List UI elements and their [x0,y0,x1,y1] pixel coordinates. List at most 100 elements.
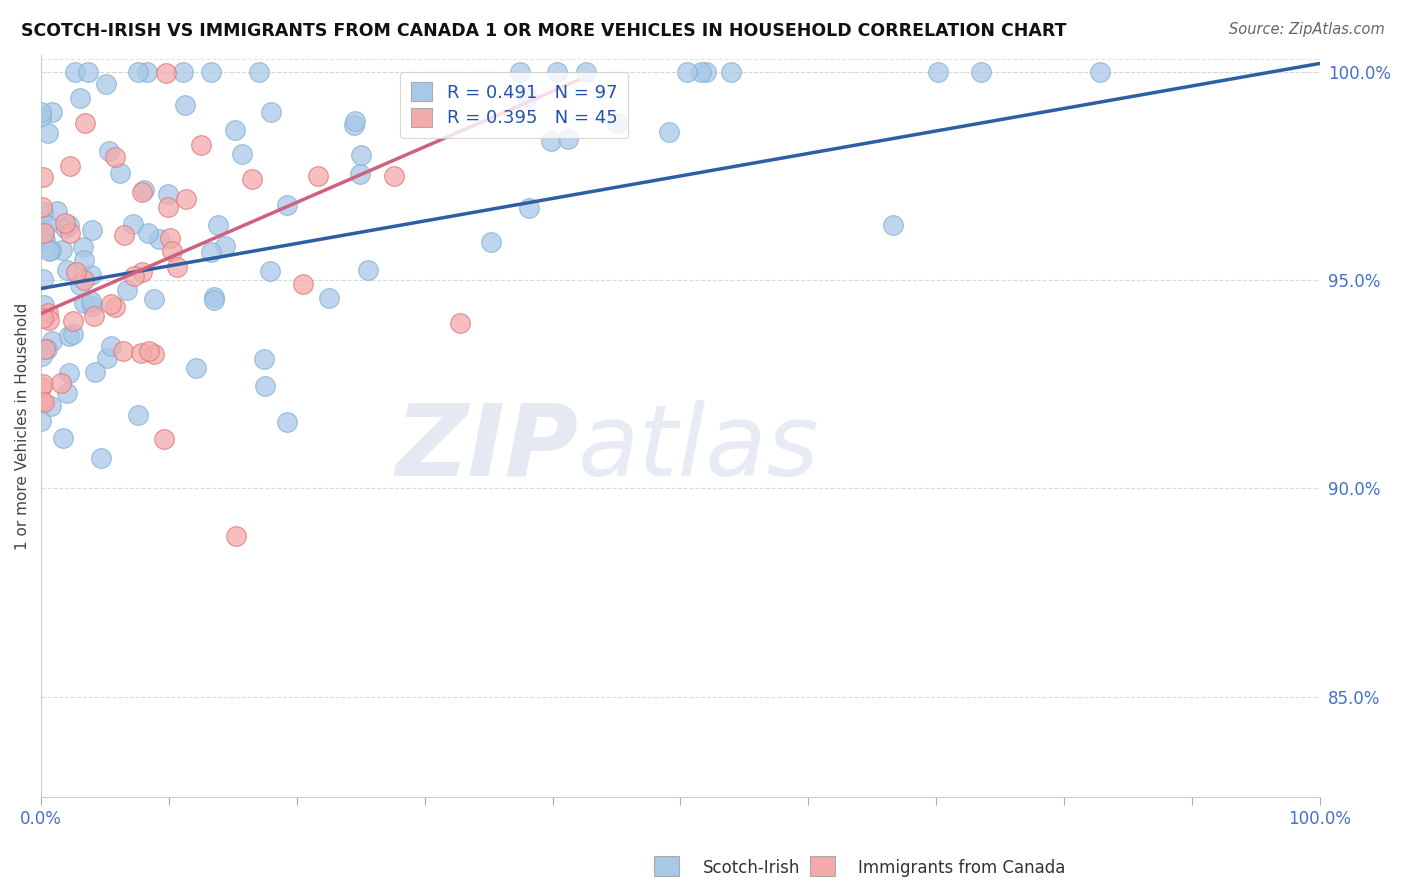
Point [31,349,53,363]
Point [134,183,156,197]
Point [63,64,86,78]
Point [224,123,246,137]
Point [152,432,174,446]
Point [73,273,96,287]
Point [927,64,949,78]
Point [73,295,96,310]
Point [53,220,76,235]
Point [72,240,94,254]
Point [343,113,366,128]
Point [174,192,197,206]
Point [131,185,153,199]
Point [30,393,52,408]
Point [202,293,225,307]
Point [122,218,145,232]
Text: ZIP: ZIP [395,400,578,497]
Point [148,232,170,246]
Point [38,313,60,327]
Point [260,104,283,119]
Point [34,233,56,247]
Point [127,64,149,78]
Point [62,327,84,342]
Text: Immigrants from Canada: Immigrants from Canada [858,859,1064,877]
Point [127,408,149,422]
Point [32,222,55,236]
Point [156,186,179,201]
Point [200,244,222,259]
Point [291,277,314,291]
Point [356,262,378,277]
Point [138,344,160,359]
Point [190,137,212,152]
Point [557,132,579,146]
Point [31,200,53,214]
Y-axis label: 1 or more Vehicles in Household: 1 or more Vehicles in Household [15,302,30,549]
Text: SCOTCH-IRISH VS IMMIGRANTS FROM CANADA 1 OR MORE VEHICLES IN HOUSEHOLD CORRELATI: SCOTCH-IRISH VS IMMIGRANTS FROM CANADA 1… [21,22,1067,40]
Point [58,366,80,380]
Point [100,339,122,353]
Point [80,223,103,237]
Point [31,376,53,391]
Point [39,244,62,258]
Point [83,365,105,379]
Point [349,167,371,181]
Point [162,244,184,259]
Point [214,239,236,253]
Point [59,226,82,240]
Point [51,243,73,257]
Point [90,450,112,465]
Point [350,148,373,162]
Point [136,64,159,78]
Point [56,385,79,400]
Point [882,218,904,232]
Text: atlas: atlas [578,400,820,497]
Point [35,218,58,232]
Point [382,169,405,183]
Point [247,64,270,78]
Point [516,90,538,104]
Point [166,260,188,275]
Point [30,111,52,125]
Point [695,64,717,78]
Point [112,227,135,242]
Point [38,244,60,259]
Text: Scotch-Irish: Scotch-Irish [703,859,800,877]
Point [58,219,80,233]
Point [100,296,122,310]
Point [32,298,55,312]
Point [37,306,59,320]
Point [65,265,87,279]
Point [39,399,62,413]
Point [157,200,180,214]
Point [56,262,79,277]
Point [73,253,96,268]
Point [720,64,742,78]
Point [509,64,531,78]
Point [31,205,53,219]
Point [240,172,263,186]
Point [32,310,55,325]
Point [517,201,540,215]
Point [142,346,165,360]
Point [77,64,100,78]
Point [202,290,225,304]
Point [108,166,131,180]
Point [52,432,75,446]
Point [97,145,120,159]
Point [231,147,253,161]
Point [96,351,118,365]
Point [80,293,103,308]
Point [172,64,194,78]
Point [970,64,993,78]
Point [53,216,76,230]
Point [142,292,165,306]
Point [83,310,105,324]
Point [253,352,276,367]
Point [79,268,101,282]
Point [94,77,117,91]
Point [122,269,145,284]
Point [31,169,53,184]
Point [540,134,562,148]
Point [41,105,63,120]
Point [200,64,222,78]
